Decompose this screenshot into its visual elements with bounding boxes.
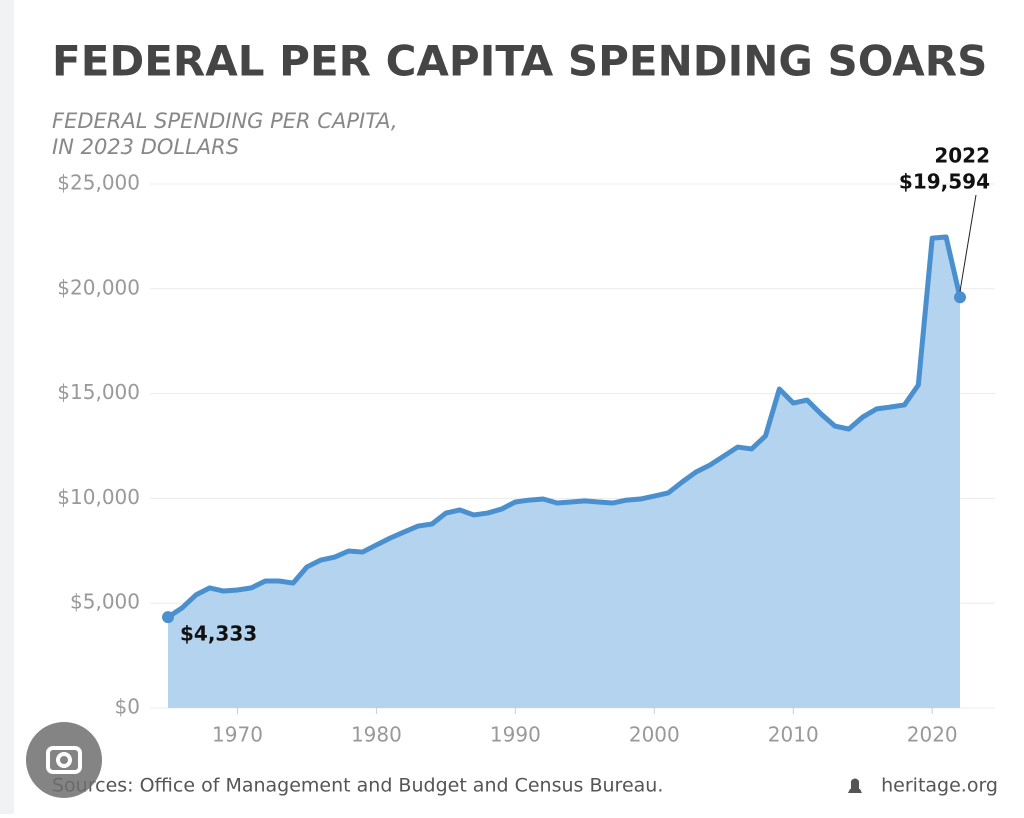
y-tick-label: $5,000 <box>70 590 140 614</box>
chart-title: FEDERAL PER CAPITA SPENDING SOARS <box>52 37 987 86</box>
plot: $0 $5,000 $10,000 $15,000 $20,000 $25,000 1970… <box>57 144 995 747</box>
point <box>954 291 966 304</box>
y-tick-label: $25,000 <box>57 171 140 195</box>
x-tick-label: 1980 <box>351 723 402 747</box>
side-strip <box>0 0 14 814</box>
x-tick-label: 2000 <box>629 723 680 747</box>
chart-subtitle: FEDERAL SPENDING PER CAPITA, <box>52 109 398 133</box>
source: Sources: Office of Management and Budget… <box>52 775 663 797</box>
x-tick-label: 1990 <box>490 723 541 747</box>
line <box>166 234 963 620</box>
y-tick-label: $10,000 <box>57 485 140 509</box>
y-tick-label: $20,000 <box>57 275 140 299</box>
annotation: $4,333 <box>180 622 257 646</box>
chart-subtitle: IN 2023 DOLLARS <box>52 135 239 159</box>
y-tick-label: $15,000 <box>57 380 140 404</box>
annotation: $19,594 <box>899 170 990 194</box>
x-tick-label: 2020 <box>907 723 958 747</box>
brand: heritage.org <box>881 775 998 797</box>
point <box>162 611 174 624</box>
x-tick-label: 1970 <box>212 723 263 747</box>
annotation-leader <box>959 194 977 292</box>
x-tick-label: 2010 <box>768 723 819 747</box>
brand-icon <box>848 778 862 793</box>
lens-icon[interactable] <box>26 722 102 798</box>
area <box>168 237 960 708</box>
annotation: 2022 <box>934 144 990 168</box>
y-tick-label: $0 <box>115 695 140 719</box>
